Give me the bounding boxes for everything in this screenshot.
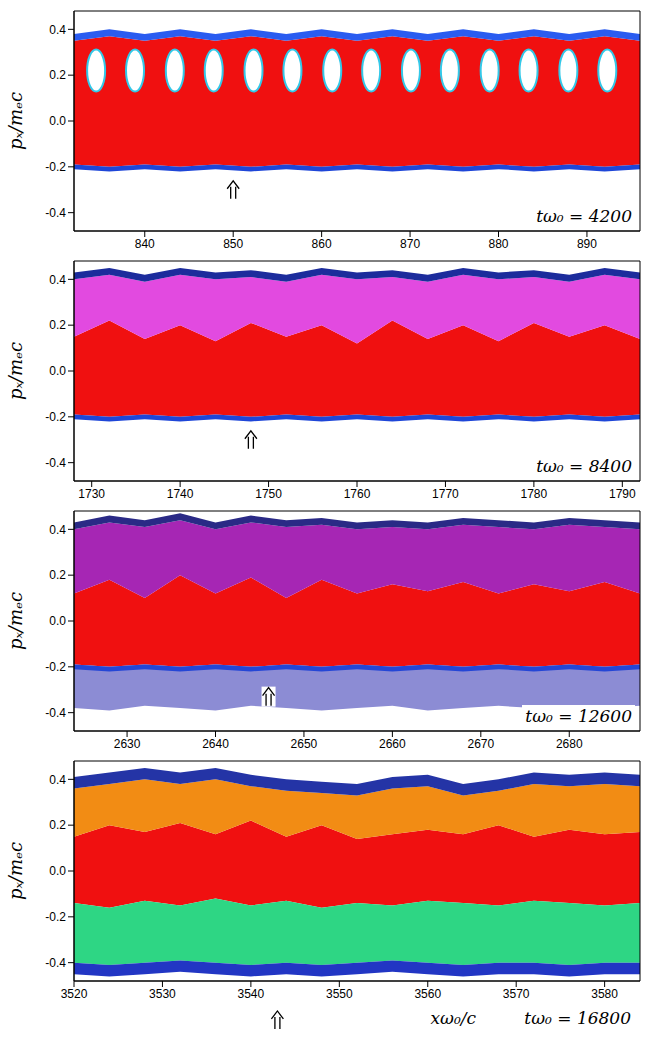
svg-text:2660: 2660 (379, 737, 406, 751)
svg-text:1740: 1740 (167, 487, 194, 501)
svg-text:0.2: 0.2 (49, 568, 66, 582)
svg-text:0.0: 0.0 (49, 114, 66, 128)
svg-text:1730: 1730 (78, 487, 105, 501)
svg-text:-0.4: -0.4 (45, 206, 66, 220)
html-text:xω₀/c: xω₀/c (430, 1008, 476, 1028)
svg-text:pₓ/mₑc: pₓ/mₑc (5, 592, 26, 650)
svg-text:0.0: 0.0 (49, 864, 66, 878)
svg-text:3570: 3570 (503, 987, 530, 1001)
svg-text:2670: 2670 (467, 737, 494, 751)
svg-text:890: 890 (577, 237, 597, 251)
svg-text:-0.4: -0.4 (45, 456, 66, 470)
svg-text:2640: 2640 (202, 737, 229, 751)
svg-text:3540: 3540 (238, 987, 265, 1001)
svg-text:0.4: 0.4 (49, 523, 66, 537)
svg-text:2680: 2680 (556, 737, 583, 751)
svg-text:pₓ/mₑc: pₓ/mₑc (5, 342, 26, 400)
svg-text:-0.2: -0.2 (45, 410, 66, 424)
svg-text:0.2: 0.2 (49, 68, 66, 82)
svg-text:-0.2: -0.2 (45, 910, 66, 924)
svg-text:0.4: 0.4 (49, 773, 66, 787)
svg-text:0.4: 0.4 (49, 23, 66, 37)
svg-text:1760: 1760 (344, 487, 371, 501)
html-text:tω₀ = 8400: tω₀ = 8400 (536, 456, 632, 476)
svg-text:870: 870 (400, 237, 420, 251)
svg-text:2630: 2630 (114, 737, 141, 751)
svg-text:1790: 1790 (609, 487, 636, 501)
html-text:tω₀ = 12600: tω₀ = 12600 (525, 706, 632, 726)
svg-text:2650: 2650 (291, 737, 318, 751)
svg-text:0.2: 0.2 (49, 318, 66, 332)
svg-text:3550: 3550 (326, 987, 353, 1001)
svg-text:0.0: 0.0 (49, 364, 66, 378)
svg-text:-0.4: -0.4 (45, 706, 66, 720)
html-text:tω₀ = 16800: tω₀ = 16800 (524, 1008, 631, 1028)
svg-text:3520: 3520 (61, 987, 88, 1001)
svg-text:pₓ/mₑc: pₓ/mₑc (5, 92, 26, 150)
svg-text:860: 860 (312, 237, 332, 251)
svg-text:1770: 1770 (432, 487, 459, 501)
svg-text:3560: 3560 (414, 987, 441, 1001)
svg-text:1780: 1780 (521, 487, 548, 501)
svg-text:3580: 3580 (591, 987, 618, 1001)
svg-text:-0.2: -0.2 (45, 160, 66, 174)
svg-text:0.2: 0.2 (49, 818, 66, 832)
svg-text:840: 840 (135, 237, 155, 251)
svg-text:pₓ/mₑc: pₓ/mₑc (5, 842, 26, 900)
svg-text:3530: 3530 (149, 987, 176, 1001)
html-text:tω₀ = 4200: tω₀ = 4200 (536, 206, 632, 226)
svg-text:0.0: 0.0 (49, 614, 66, 628)
svg-text:1750: 1750 (255, 487, 282, 501)
svg-text:-0.2: -0.2 (45, 660, 66, 674)
svg-text:880: 880 (488, 237, 508, 251)
svg-text:-0.4: -0.4 (45, 956, 66, 970)
svg-text:0.4: 0.4 (49, 273, 66, 287)
svg-text:850: 850 (223, 237, 243, 251)
